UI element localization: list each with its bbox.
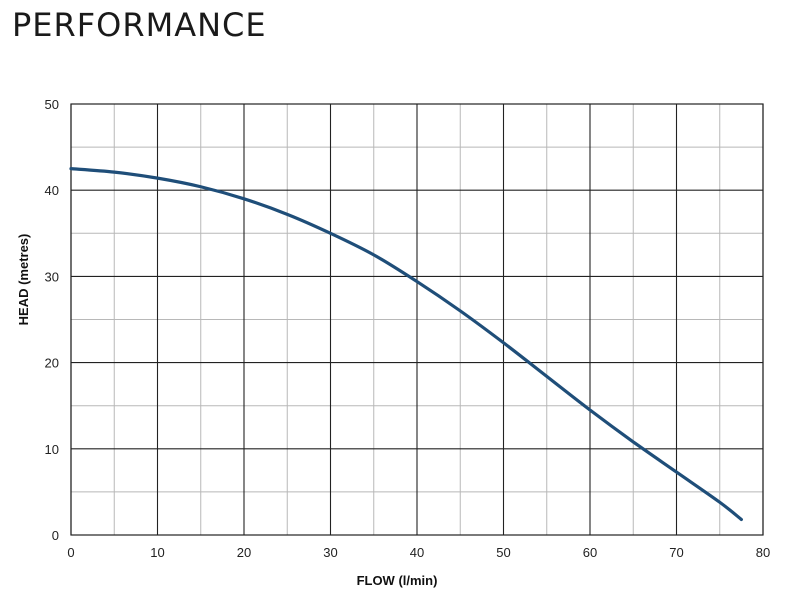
- x-tick-label: 70: [669, 545, 683, 560]
- series-layer: [69, 167, 743, 522]
- x-tick-label: 80: [756, 545, 770, 560]
- y-tick-label: 50: [45, 97, 59, 112]
- x-tick-label: 0: [67, 545, 74, 560]
- x-tick-label: 50: [496, 545, 510, 560]
- plot-frame: [70, 103, 764, 536]
- y-tick-label: 0: [52, 528, 59, 543]
- y-tick-label: 40: [45, 183, 59, 198]
- x-tick-label: 40: [410, 545, 424, 560]
- x-tick-label: 30: [323, 545, 337, 560]
- y-tick-label: 20: [45, 356, 59, 371]
- performance-curve: [69, 167, 743, 522]
- x-tick-labels: 0 10 20 30 40 50 60 70 80: [67, 545, 770, 560]
- x-tick-label: 60: [583, 545, 597, 560]
- x-axis-title: FLOW (l/min): [357, 573, 438, 588]
- page-title: PERFORMANCE: [12, 6, 267, 44]
- y-tick-label: 10: [45, 442, 59, 457]
- y-axis-title: HEAD (metres): [16, 234, 31, 326]
- x-tick-label: 20: [237, 545, 251, 560]
- x-tick-label: 10: [150, 545, 164, 560]
- y-tick-labels: 0 10 20 30 40 50: [45, 97, 59, 543]
- y-tick-label: 30: [45, 269, 59, 284]
